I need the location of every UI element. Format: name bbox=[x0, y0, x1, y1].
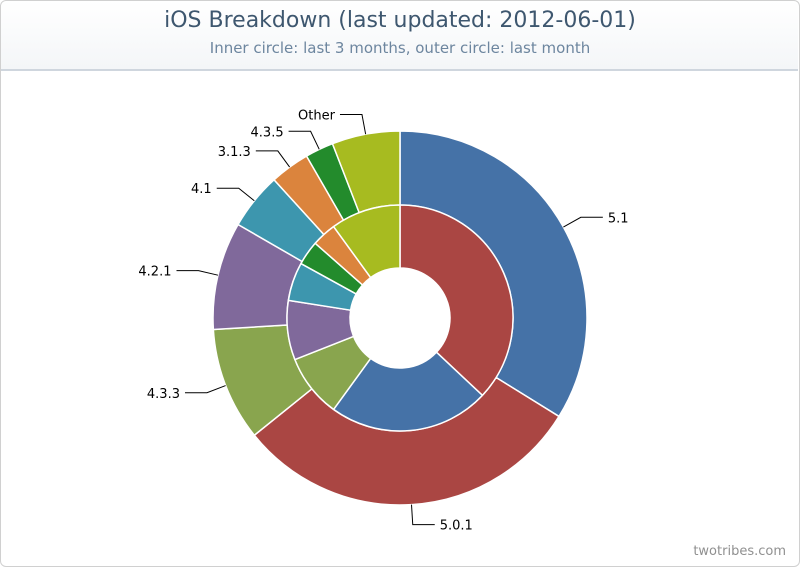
chart-subtitle: Inner circle: last 3 months, outer circl… bbox=[209, 39, 591, 57]
connector-5-1 bbox=[563, 216, 603, 228]
connector-4-3-3 bbox=[184, 385, 226, 394]
connector-5-0-1 bbox=[411, 504, 435, 526]
inner-slice-other[interactable] bbox=[332, 204, 401, 279]
inner-slice-5-0-1[interactable] bbox=[332, 351, 484, 432]
label-5-1: 5.1 bbox=[608, 211, 629, 226]
label-4-3-3: 4.3.3 bbox=[147, 387, 180, 402]
label-4-1: 4.1 bbox=[191, 182, 212, 197]
connector-4-3-5 bbox=[288, 130, 320, 150]
label-4-2-1: 4.2.1 bbox=[138, 265, 171, 280]
chart-title: iOS Breakdown (last updated: 2012-06-01) bbox=[164, 8, 636, 33]
data-labels: 5.1 5.0.1 4.3.3 4.2.1 4.1 3.1.34.3.5 Other bbox=[138, 109, 628, 534]
connector-4-2-1 bbox=[176, 270, 219, 276]
connector-3-1-3 bbox=[255, 150, 291, 168]
connector-other bbox=[339, 114, 367, 135]
outer-ring bbox=[212, 130, 588, 506]
inner-slice-5-1[interactable] bbox=[399, 204, 514, 397]
label-other: Other bbox=[298, 109, 336, 124]
credit-link[interactable]: twotribes.com bbox=[693, 544, 786, 559]
chart-header bbox=[1, 1, 798, 71]
inner-ring bbox=[286, 204, 514, 432]
label-3-1-3: 3.1.3 bbox=[218, 145, 251, 160]
label-4-3-5: 4.3.5 bbox=[251, 125, 284, 140]
label-5-0-1: 5.0.1 bbox=[440, 519, 473, 534]
connector-4-1 bbox=[216, 187, 255, 202]
